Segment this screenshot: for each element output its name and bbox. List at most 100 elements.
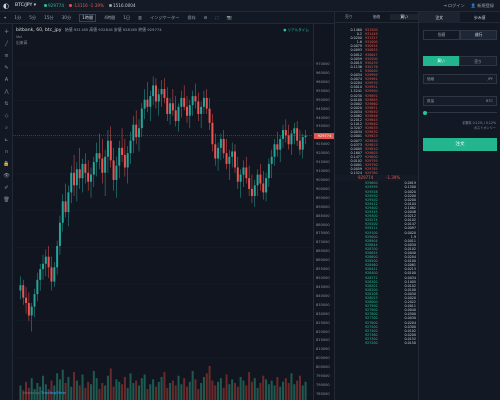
candle-body[interactable] xyxy=(211,122,214,145)
candle-body[interactable] xyxy=(154,85,157,102)
candle-body[interactable] xyxy=(36,279,39,295)
candle-body[interactable] xyxy=(115,165,118,180)
bid-row[interactable]: 928844 0.0030 xyxy=(335,243,419,247)
candle-body[interactable] xyxy=(73,172,76,186)
type-limit-button[interactable]: 指値 xyxy=(423,30,460,40)
candle-body[interactable] xyxy=(228,156,231,164)
bid-row[interactable]: 929400 0.1062 xyxy=(335,206,419,210)
ask-row[interactable]: 0.0012 930647 xyxy=(335,53,419,57)
bid-row[interactable]: 929111 0.0097 xyxy=(335,226,419,230)
bid-row[interactable]: 927400 0.0102 xyxy=(335,329,419,333)
bid-row[interactable]: 929550 0.0200 xyxy=(335,194,419,198)
candle-body[interactable] xyxy=(282,130,284,139)
bid-row[interactable]: 928500 0.0100 xyxy=(335,259,419,263)
candle-body[interactable] xyxy=(177,106,180,122)
candle-body[interactable] xyxy=(205,97,208,109)
ask-row[interactable]: 1 930000 xyxy=(335,69,419,73)
candle-body[interactable] xyxy=(126,153,129,168)
candlestick-chart[interactable] xyxy=(13,24,313,400)
candle-body[interactable] xyxy=(53,267,56,282)
fullscreen-icon[interactable]: ⛶ xyxy=(215,15,219,20)
bid-row[interactable]: 929558 0.0020 xyxy=(335,190,419,194)
candle-body[interactable] xyxy=(197,101,200,114)
interval-1d[interactable]: 1日 xyxy=(123,14,131,20)
amount-field[interactable]: 数量 BTC xyxy=(423,96,497,106)
candle-body[interactable] xyxy=(90,174,92,182)
candle-body[interactable] xyxy=(219,138,222,148)
candle-body[interactable] xyxy=(222,138,225,154)
bid-row[interactable]: 929599 0.1500 xyxy=(335,185,419,189)
candle-body[interactable] xyxy=(75,169,78,186)
candle-body[interactable] xyxy=(169,103,172,114)
interval-1m[interactable]: 1分 xyxy=(14,14,22,20)
bid-row[interactable]: 929100 0.0020 xyxy=(335,231,419,235)
ask-row[interactable]: 0.0034 929999 xyxy=(335,73,419,77)
eye-icon[interactable]: 👁 xyxy=(3,173,10,179)
ask-row[interactable]: 0.0020 929851 xyxy=(335,106,419,110)
bid-row[interactable]: 929500 0.0200 xyxy=(335,198,419,202)
candle-body[interactable] xyxy=(118,147,121,166)
bid-row[interactable]: 928372 0.0034 xyxy=(335,276,419,280)
candle-body[interactable] xyxy=(248,178,251,189)
ask-row[interactable]: 0.0002 929860 xyxy=(335,102,419,106)
candle-body[interactable] xyxy=(104,156,107,173)
candle-body[interactable] xyxy=(270,156,273,164)
measure-icon[interactable]: ⊾ xyxy=(4,137,9,143)
ask-row[interactable]: 0.1607 929805 xyxy=(335,151,419,155)
candle-body[interactable] xyxy=(194,96,197,102)
zoom-icon[interactable]: ⌕ xyxy=(5,125,8,131)
candle-body[interactable] xyxy=(22,285,25,298)
pair-selector[interactable]: BTC/JPY ▾ xyxy=(15,3,37,8)
ask-row[interactable]: 0.0015 930439 xyxy=(335,61,419,65)
bid-row[interactable]: 928460 0.0061 xyxy=(335,263,419,267)
price-axis[interactable]: 970000 965000 960000 955000 950000 945000 9400… xyxy=(313,24,335,400)
bid-row[interactable]: 928700 0.0102 xyxy=(335,247,419,251)
candle-body[interactable] xyxy=(129,140,132,154)
ask-row[interactable]: 0.0074 929981 xyxy=(335,77,419,81)
ask-row[interactable]: 1.5241 929900 xyxy=(335,89,419,93)
interval-5m[interactable]: 5分 xyxy=(29,14,37,20)
candle-body[interactable] xyxy=(98,153,101,159)
candle-body[interactable] xyxy=(293,128,296,134)
bid-row[interactable]: 928400 0.0100 xyxy=(335,271,419,275)
lock-icon[interactable]: 🔒 xyxy=(3,161,10,167)
sell-button[interactable]: 売り xyxy=(459,56,497,66)
candle-body[interactable] xyxy=(225,153,228,164)
submit-order-button[interactable]: 注文 xyxy=(423,138,497,151)
ask-row[interactable]: 0.1012 929840 xyxy=(335,122,419,126)
ask-row[interactable]: 0.0077 929820 xyxy=(335,139,419,143)
ask-row[interactable]: 0.0079 930954 xyxy=(335,44,419,48)
candle-body[interactable] xyxy=(47,256,50,268)
orderbook-tab-sell[interactable]: 売り xyxy=(345,14,353,19)
bid-row[interactable]: 928000 0.2022 xyxy=(335,300,419,304)
candle-body[interactable] xyxy=(183,97,186,107)
candle-body[interactable] xyxy=(109,140,112,161)
candle-body[interactable] xyxy=(265,178,268,193)
candle-body[interactable] xyxy=(152,85,155,97)
fib-icon[interactable]: ≡ xyxy=(4,53,9,59)
candle-body[interactable] xyxy=(301,137,304,150)
ask-row[interactable]: 0.0102 929795 xyxy=(335,159,419,163)
ask-row[interactable]: 0.0001 929790 xyxy=(335,163,419,167)
signup-link[interactable]: 👤 新規登録 xyxy=(470,3,494,8)
candle-body[interactable] xyxy=(44,256,47,264)
candle-body[interactable] xyxy=(188,105,191,116)
bid-row[interactable]: 928200 0.0100 xyxy=(335,288,419,292)
candle-body[interactable] xyxy=(92,162,95,175)
interval-15m[interactable]: 15分 xyxy=(44,14,54,20)
bid-row[interactable]: 928300 0.1005 xyxy=(335,280,419,284)
candle-body[interactable] xyxy=(160,88,163,95)
bid-row[interactable]: 929600 0.0019 xyxy=(335,181,419,185)
type-market-button[interactable]: 成行 xyxy=(460,30,497,40)
ask-row[interactable]: 0.0100 929885 xyxy=(335,98,419,102)
candle-body[interactable] xyxy=(191,96,194,106)
candle-body[interactable] xyxy=(200,106,203,114)
candle-body[interactable] xyxy=(208,108,211,123)
ask-row[interactable]: 0.0059 929785 xyxy=(335,167,419,171)
candle-body[interactable] xyxy=(112,160,115,180)
bid-row[interactable]: 928441 0.0213 xyxy=(335,267,419,271)
candle-body[interactable] xyxy=(217,147,220,159)
ask-row[interactable]: 0.0001 929825 xyxy=(335,134,419,138)
candle-body[interactable] xyxy=(239,174,242,182)
pattern-icon[interactable]: ⋀ xyxy=(4,89,9,95)
